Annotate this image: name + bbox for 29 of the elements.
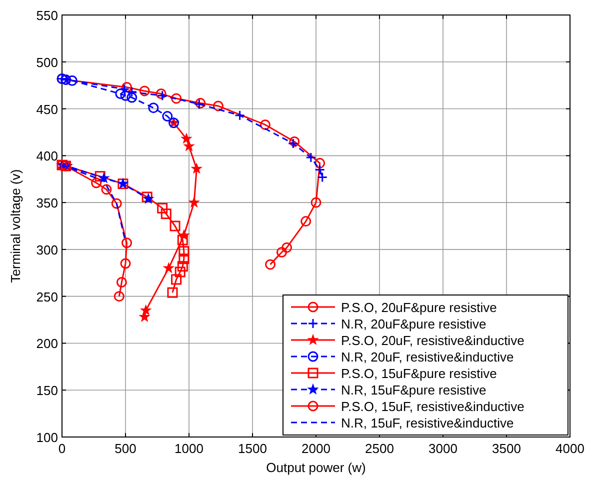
x-tick-label: 4000 xyxy=(556,441,584,456)
y-tick-label: 400 xyxy=(36,148,58,164)
legend-label: N.R, 15uF, resistive&inductive xyxy=(341,416,514,430)
x-tick-label: 1500 xyxy=(238,441,267,456)
x-axis-title: Output power (w) xyxy=(266,460,366,475)
y-tick-label: 150 xyxy=(36,383,58,398)
x-tick-label: 2500 xyxy=(365,441,394,456)
legend-label: P.S.O, 15uF, resistive&inductive xyxy=(341,399,524,414)
x-tick-label: 2000 xyxy=(302,441,330,456)
y-tick-label: 200 xyxy=(36,336,58,352)
x-tick-label: 0 xyxy=(58,441,66,456)
y-tick-label: 350 xyxy=(36,196,58,211)
legend-label: P.S.O, 20uF, resistive&inductive xyxy=(341,333,524,348)
x-tick-label: 3000 xyxy=(428,441,458,456)
y-tick-label: 500 xyxy=(36,54,58,70)
legend-label: N.R, 20uF, resistive&inductive xyxy=(341,350,514,364)
y-tick-label: 100 xyxy=(36,430,58,445)
x-tick-label: 500 xyxy=(114,441,136,456)
y-tick-label: 250 xyxy=(36,289,58,304)
y-tick-label: 450 xyxy=(36,102,58,117)
x-tick-label: 1000 xyxy=(174,441,204,456)
legend-label: P.S.O, 15uF&pure resistive xyxy=(341,366,497,381)
legend-label: N.R, 20uF&pure resistive xyxy=(341,316,486,332)
y-tick-label: 550 xyxy=(36,8,58,23)
y-tick-label: 300 xyxy=(36,242,58,258)
legend-label: N.R, 15uF&pure resistive xyxy=(341,382,486,398)
y-axis-title: Terminal voltage (v) xyxy=(8,169,23,283)
x-tick-label: 3500 xyxy=(492,441,521,456)
legend-label: P.S.O, 20uF&pure resistive xyxy=(341,300,497,315)
